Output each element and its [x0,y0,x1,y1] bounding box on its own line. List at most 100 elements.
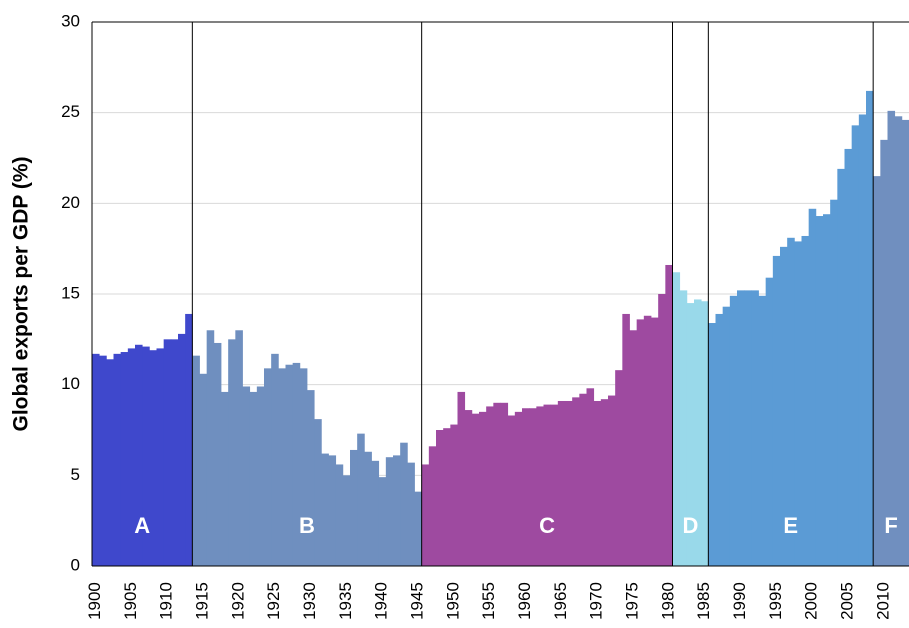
bar [127,348,136,566]
bar [156,348,165,566]
x-tick-label: 1925 [264,582,283,620]
bar [794,241,802,566]
bar [378,477,387,566]
bar [213,342,222,566]
bar [350,449,358,566]
bar [522,408,530,566]
bar [651,317,659,566]
bar [772,255,781,567]
bar [135,344,143,566]
bar [464,410,473,566]
bar [758,295,767,566]
bar [643,315,652,566]
bar [593,400,602,566]
bar [407,462,415,566]
x-tick-label: 1995 [766,582,785,620]
bar [235,330,243,566]
bar [299,368,308,566]
bar [801,235,810,566]
bar [901,119,909,567]
bar [837,168,845,566]
bar [414,491,423,566]
bar [486,406,494,566]
bar [292,362,301,566]
x-tick-label: 1970 [587,582,606,620]
bar [142,346,150,566]
bar [686,303,695,566]
bar [815,216,824,566]
bar [271,353,279,566]
bar [92,353,100,566]
bar [321,453,329,566]
bar [729,295,738,566]
bar [507,415,516,566]
x-tick-label: 1905 [121,582,140,620]
y-tick-label: 20 [61,193,80,212]
bar [708,323,716,566]
bar [765,277,774,566]
bar [479,411,487,566]
bar [106,359,114,566]
bar [715,313,724,566]
bar [471,413,480,566]
bar [658,294,666,566]
x-tick-label: 1900 [85,582,104,620]
bar [178,333,186,566]
bar [242,386,251,566]
bar [364,451,372,566]
bar [192,355,200,566]
period-label: F [884,513,897,538]
x-tick-label: 1945 [408,582,427,620]
bar [457,391,466,566]
bar [113,353,122,566]
bar [557,400,566,566]
bar [737,290,745,566]
x-tick-label: 1940 [372,582,391,620]
bar [701,301,709,566]
x-tick-label: 2005 [838,582,857,620]
bar [873,176,881,566]
bar [550,404,559,566]
x-tick-label: 1920 [228,582,247,620]
bar [221,391,229,566]
bar [894,116,903,566]
period-label: E [783,513,798,538]
x-tick-label: 2000 [802,582,821,620]
bar [314,419,322,566]
y-axis-label: Global exports per GDP (%) [10,157,33,432]
x-tick-label: 1955 [479,582,498,620]
bar [400,442,408,566]
bar [357,433,365,566]
bar [615,370,623,566]
bar [823,214,831,567]
x-tick-label: 1985 [694,582,713,620]
bar [780,246,788,566]
y-tick-label: 30 [61,11,80,30]
bar [608,395,616,566]
bar [536,406,544,566]
bar [565,400,573,566]
bar [751,290,759,566]
period-label: D [682,513,698,538]
bar [443,428,451,566]
bar [421,464,430,566]
bar [393,455,401,566]
bar [665,264,673,566]
y-tick-label: 5 [71,465,80,484]
bar [887,110,896,566]
x-tick-label: 1935 [336,582,355,620]
x-tick-label: 1990 [730,582,749,620]
bar [851,125,860,567]
bar [264,368,272,566]
bar [572,397,580,566]
bar [586,388,595,566]
bar [529,408,537,566]
bar [600,399,609,566]
bar [450,424,458,566]
bar [163,339,172,566]
bar [672,272,681,566]
x-tick-label: 1915 [193,582,212,620]
bar [880,139,888,566]
bar [385,457,394,566]
